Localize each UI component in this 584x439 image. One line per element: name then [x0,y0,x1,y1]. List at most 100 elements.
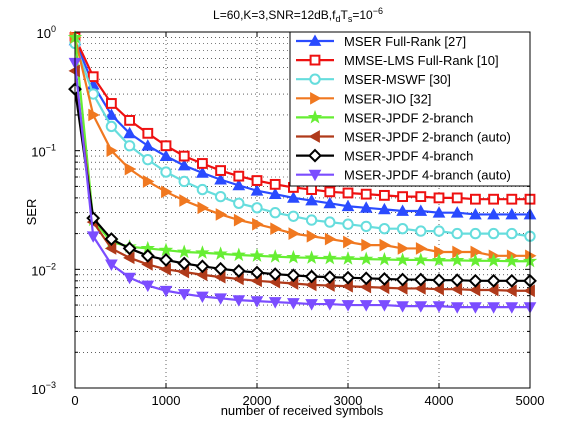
data-point [451,192,463,204]
x-tick-label: 2000 [243,393,272,408]
data-point [361,238,373,252]
data-point [231,263,246,278]
data-point [470,193,481,205]
data-point [451,227,463,240]
data-point [395,272,410,287]
data-point [378,202,391,215]
data-point [250,184,264,196]
data-point [123,126,136,139]
data-point [249,248,265,262]
data-point [306,229,319,243]
data-point [397,242,410,255]
data-point [469,207,482,220]
data-point [304,250,319,264]
data-point [104,232,119,246]
data-point [433,225,445,237]
data-point [305,214,318,226]
data-point [433,192,445,204]
data-point [523,284,535,298]
y-tick-label: 10−2 [31,261,56,278]
data-point [141,280,155,293]
data-point [486,273,501,288]
data-point [379,238,391,252]
legend-label: MSER-JPDF 4-branch (auto) [344,168,511,183]
data-point [251,175,263,186]
legend-label: MSER-JPDF 2-branch (auto) [344,130,511,145]
legend-label: MSER-JIO [32] [344,91,431,106]
x-tick-label: 4000 [425,393,454,408]
data-point [324,186,336,198]
data-point [214,190,227,203]
chart-title: L=60,K=3,SNR=12dB,fdTs=10−6 [213,6,383,24]
data-point [124,114,135,126]
data-point [323,196,337,209]
data-point [287,210,300,222]
data-point [179,194,191,207]
data-point [159,149,173,161]
data-point [413,252,428,267]
data-point [342,187,354,199]
data-point [359,300,373,312]
data-point [396,223,409,235]
data-point [178,150,190,162]
data-point [469,227,482,240]
data-point [504,273,519,288]
x-tick-labels: 0 1000 2000 3000 4000 5000 [71,393,544,408]
data-point [268,267,283,282]
data-point [487,283,499,297]
data-point [470,245,482,259]
data-point [286,249,301,264]
series-3 [69,37,536,242]
data-point [250,296,264,308]
data-point [379,189,390,201]
data-point [233,170,245,182]
data-point [324,232,337,246]
data-point [177,256,192,271]
data-point [341,300,355,312]
data-point [487,302,500,314]
x-tick-label: 3000 [334,393,363,408]
data-point [213,261,228,276]
data-point [86,231,100,243]
data-point [161,185,173,199]
data-point [378,223,391,235]
data-point [141,139,155,151]
data-point [105,259,118,271]
data-point [140,248,155,263]
data-point [307,109,323,124]
data-point [270,222,282,236]
data-point [340,251,356,265]
data-point [195,259,210,274]
data-point [414,204,428,216]
data-point [232,295,246,307]
data-point [506,227,518,240]
data-point [88,108,100,122]
data-point [377,272,392,286]
data-point [488,193,500,205]
data-point [159,262,171,276]
data-point [468,283,481,297]
x-tick-label: 1000 [152,393,181,408]
data-point [106,98,117,109]
data-point [123,272,136,285]
data-point [231,247,246,262]
data-point [305,194,318,206]
data-point [269,178,281,190]
data-point [468,253,483,267]
data-point [343,235,355,249]
data-point [251,202,263,214]
data-point [304,269,319,284]
data-point [415,225,427,237]
series-layer [67,29,538,314]
data-point [288,227,300,240]
data-point [504,253,519,268]
y-axis-label: SER [24,199,39,226]
data-point [105,108,118,120]
data-point [397,191,409,203]
grid-lines [75,32,530,388]
data-point [341,199,355,212]
data-point [159,285,173,298]
series-6 [68,64,535,298]
data-point [415,191,427,203]
